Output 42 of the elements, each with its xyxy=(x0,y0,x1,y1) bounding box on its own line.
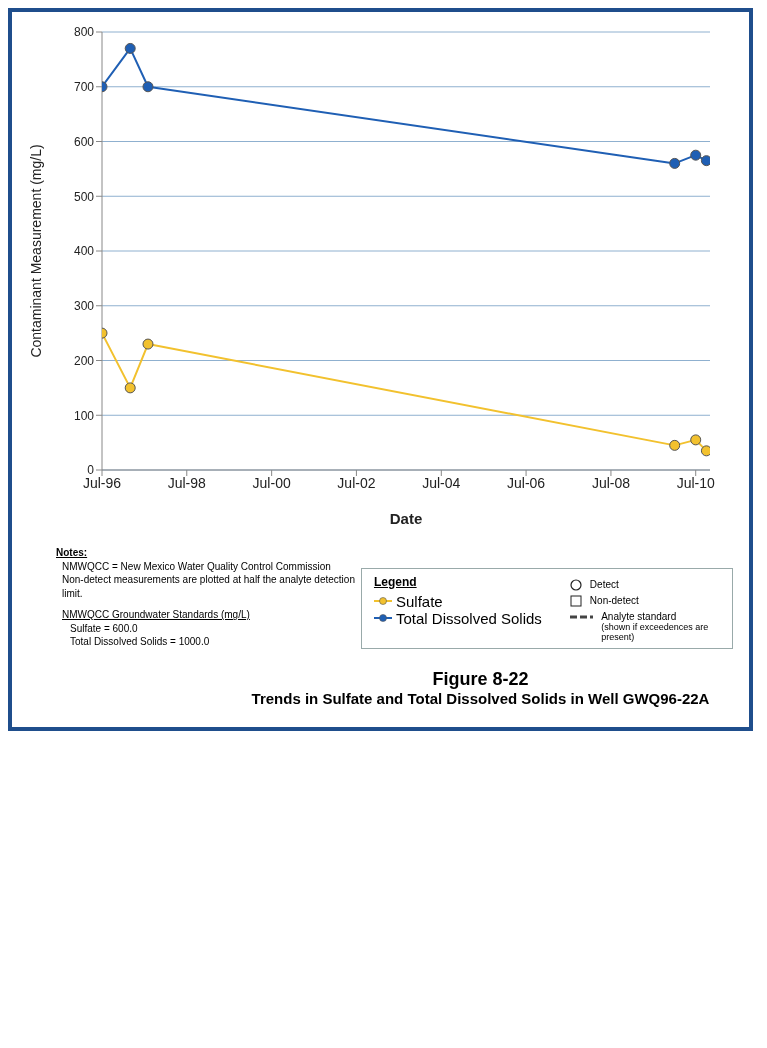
y-tick-label: 500 xyxy=(73,189,95,204)
point xyxy=(669,439,681,451)
text: Total Dissolved Solids = 1000.0 xyxy=(69,635,211,649)
x-tick-label: Jul-10 xyxy=(676,474,715,491)
text: Sulfate = 600.0 xyxy=(69,621,139,635)
text: NMWQCC Groundwater Standards (mg/L) xyxy=(61,608,251,622)
y-tick-label: 700 xyxy=(73,80,95,95)
point xyxy=(124,42,136,54)
x-tick-label: Jul-98 xyxy=(167,474,207,491)
text: Non-detect measurements are plotted at half the analyte detection limit. xyxy=(61,573,356,600)
y-tick-label: 100 xyxy=(73,408,95,423)
point xyxy=(142,81,154,93)
point xyxy=(700,445,710,457)
y-axis-title: Contaminant Measurement (mg/L) xyxy=(27,144,44,358)
point xyxy=(669,157,681,169)
text: Detect xyxy=(589,579,619,590)
y-tick-label: 400 xyxy=(73,244,95,259)
y-tick-label: 200 xyxy=(73,353,95,368)
x-axis-title: Date xyxy=(389,510,423,527)
text: Trends in Sulfate and Total Dissolved Solids in Well GWQ96-22A xyxy=(250,689,711,707)
point xyxy=(690,434,702,446)
text: (shown if exceedences are present) xyxy=(601,621,710,642)
x-tick-label: Jul-00 xyxy=(252,474,291,491)
y-tick-label: 600 xyxy=(73,134,95,149)
x-tick-label: Jul-02 xyxy=(337,474,376,491)
legend-label: Sulfate xyxy=(395,592,443,610)
point xyxy=(142,338,154,350)
text: Notes: xyxy=(56,546,89,560)
point xyxy=(124,382,136,394)
text: Analyte standard xyxy=(601,610,678,622)
x-tick-label: Jul-08 xyxy=(591,474,631,491)
x-tick-label: Jul-04 xyxy=(422,474,461,491)
y-tick-label: 800 xyxy=(73,25,95,40)
text: Non-detect xyxy=(589,595,639,606)
point xyxy=(690,149,702,161)
point xyxy=(700,155,710,167)
legend-title: Legend xyxy=(373,574,418,589)
legend-label: Total Dissolved Solids xyxy=(395,609,542,627)
text: NMWQCC = New Mexico Water Quality Control Commission xyxy=(61,559,332,573)
y-tick-label: 300 xyxy=(73,299,95,314)
x-tick-label: Jul-06 xyxy=(507,474,546,491)
text: Figure 8-22 xyxy=(431,668,530,690)
